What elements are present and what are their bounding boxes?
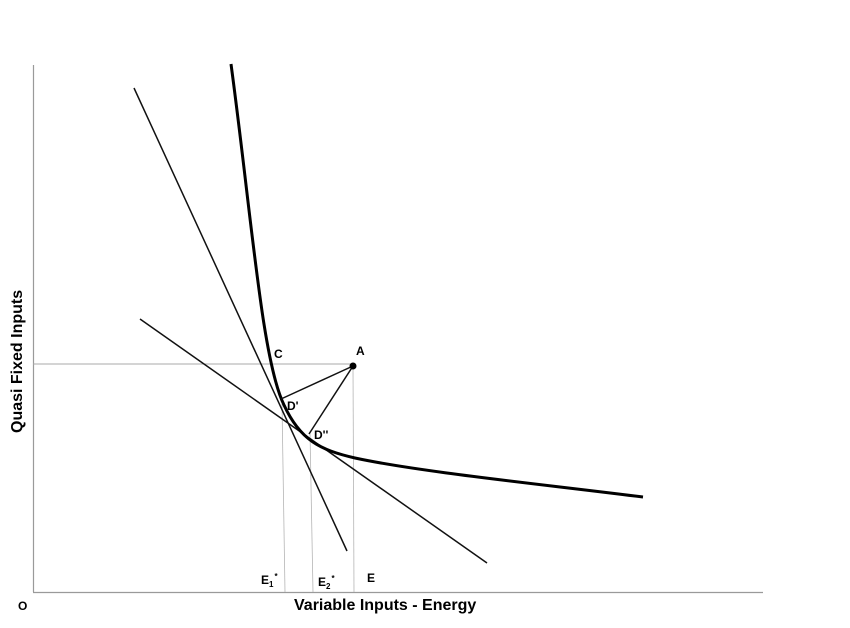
guide-line-e1 xyxy=(281,403,286,593)
label-e2-star: E2* xyxy=(318,574,335,591)
label-e: E xyxy=(367,571,375,585)
guide-line-e2 xyxy=(309,431,314,593)
point-a-marker xyxy=(349,362,357,370)
line-a-to-d-prime xyxy=(280,365,354,400)
line-a-to-d-double-prime xyxy=(308,365,354,435)
x-axis-title: Variable Inputs - Energy xyxy=(294,597,476,614)
label-d-prime: D' xyxy=(287,399,299,413)
label-d-double-prime: D'' xyxy=(314,428,329,442)
y-axis-title: Quasi Fixed Inputs xyxy=(9,290,26,433)
guide-line-e xyxy=(352,366,355,593)
budget-line-steep xyxy=(133,87,348,552)
isoquant-curve xyxy=(229,63,644,499)
label-a: A xyxy=(356,344,365,358)
origin-label: O xyxy=(18,599,27,613)
label-e1-star: E1* xyxy=(261,572,278,589)
label-c: C xyxy=(274,347,283,361)
